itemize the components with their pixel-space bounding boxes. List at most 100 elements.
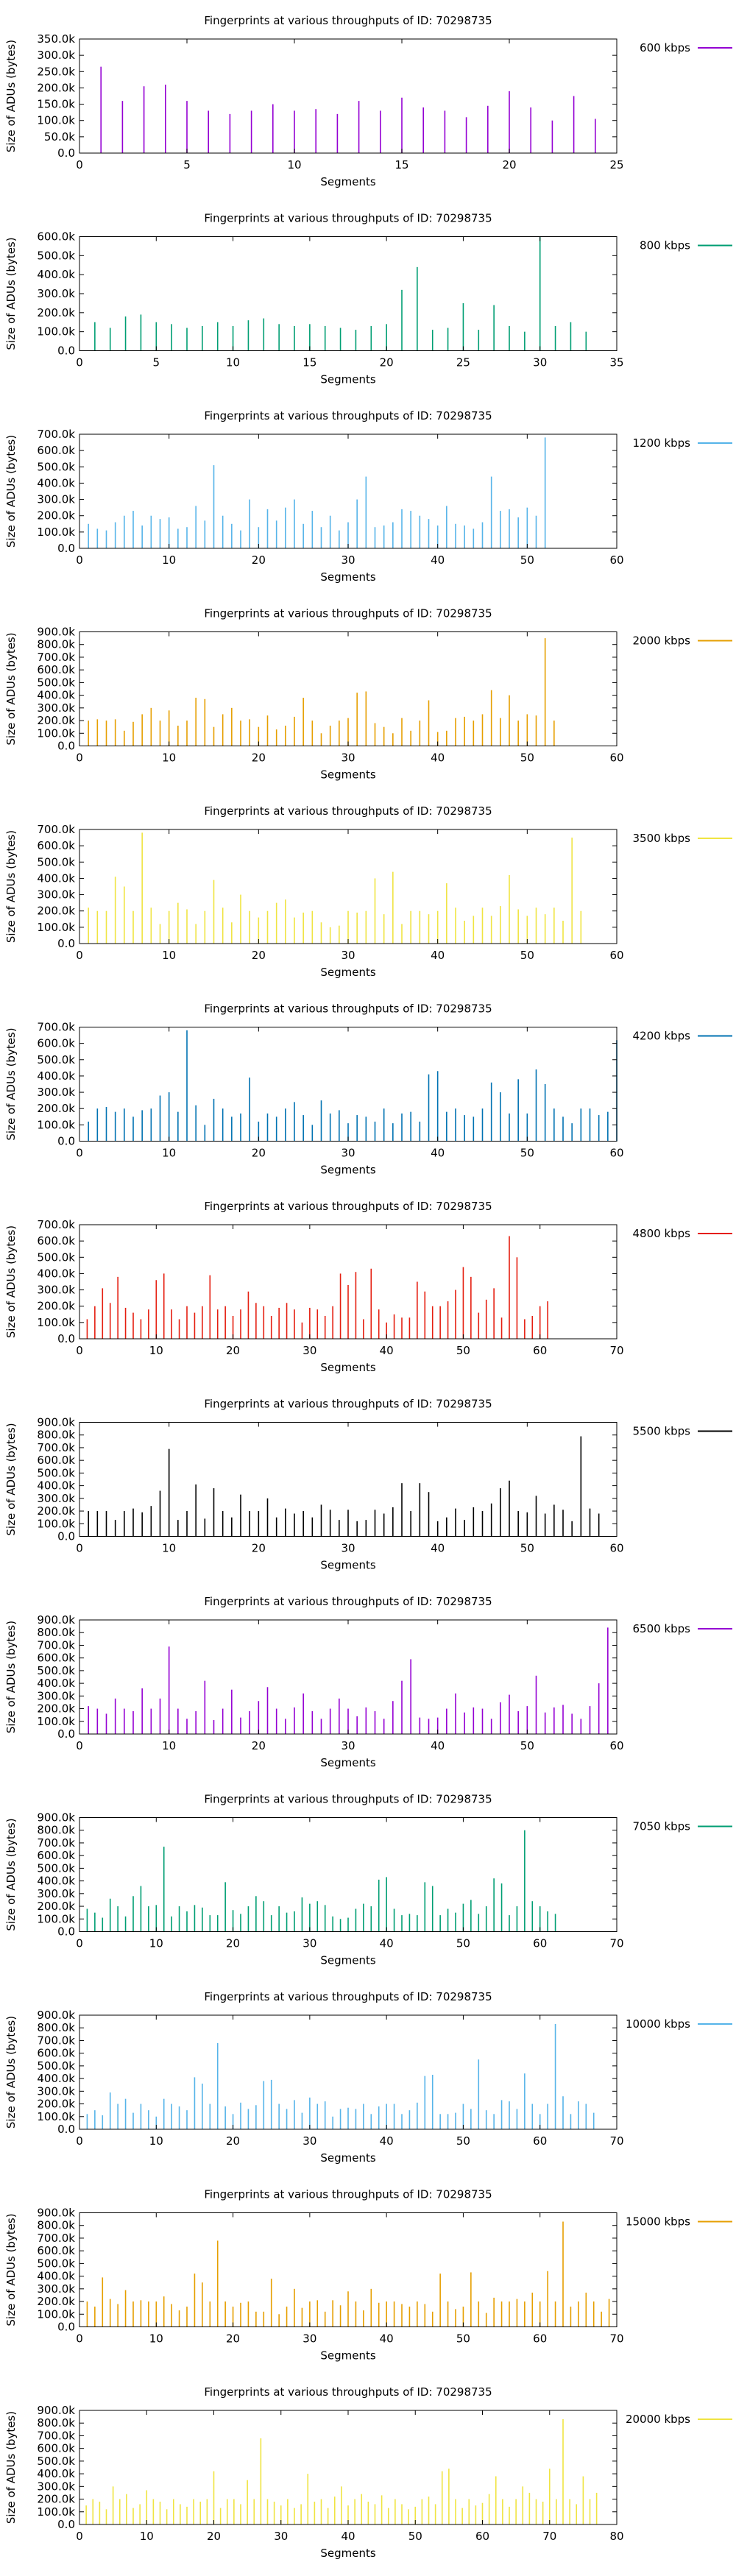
x-tick-label: 30 xyxy=(533,356,547,369)
y-axis-label: Size of ADUs (bytes) xyxy=(4,40,18,152)
x-tick-label: 20 xyxy=(226,1937,240,1950)
y-tick-label: 300.0k xyxy=(37,1887,75,1900)
legend-label: 2000 kbps xyxy=(633,634,691,648)
y-tick-label: 200.0k xyxy=(37,2295,75,2308)
x-tick-label: 30 xyxy=(302,1937,316,1950)
x-axis-label: Segments xyxy=(320,2547,376,2560)
legend-label: 7050 kbps xyxy=(633,1820,691,1833)
x-tick-label: 0 xyxy=(76,2134,83,2148)
y-tick-label: 400.0k xyxy=(37,2072,75,2085)
y-tick-label: 200.0k xyxy=(37,714,75,727)
legend-label: 800 kbps xyxy=(640,239,690,252)
x-axis-label: Segments xyxy=(320,2349,376,2363)
x-tick-label: 40 xyxy=(431,1147,445,1160)
x-tick-label: 10 xyxy=(162,553,176,567)
y-tick-label: 500.0k xyxy=(37,1250,75,1264)
x-tick-label: 10 xyxy=(162,1542,176,1555)
y-tick-label: 700.0k xyxy=(37,428,75,441)
y-axis-label: Size of ADUs (bytes) xyxy=(4,1621,18,1733)
chart-panel: Fingerprints at various throughputs of I… xyxy=(4,2188,732,2363)
chart-title: Fingerprints at various throughputs of I… xyxy=(204,804,492,818)
x-tick-label: 40 xyxy=(380,1937,394,1950)
y-axis-label: Size of ADUs (bytes) xyxy=(4,435,18,548)
y-axis-label: Size of ADUs (bytes) xyxy=(4,2213,18,2326)
y-tick-label: 600.0k xyxy=(37,1037,75,1050)
y-tick-label: 600.0k xyxy=(37,444,75,457)
y-axis-label: Size of ADUs (bytes) xyxy=(4,1225,18,1338)
chart-title: Fingerprints at various throughputs of I… xyxy=(204,1002,492,1016)
x-tick-label: 30 xyxy=(274,2530,288,2543)
legend-label: 4200 kbps xyxy=(633,1030,691,1043)
y-tick-label: 0.0 xyxy=(57,344,75,358)
legend-label: 5500 kbps xyxy=(633,1425,691,1438)
y-tick-label: 800.0k xyxy=(37,2021,75,2034)
y-tick-label: 600.0k xyxy=(37,1454,75,1467)
y-tick-label: 100.0k xyxy=(37,114,75,127)
x-tick-label: 40 xyxy=(431,1542,445,1555)
x-tick-label: 20 xyxy=(252,553,266,567)
x-tick-label: 10 xyxy=(287,158,301,171)
x-tick-label: 30 xyxy=(302,2134,316,2148)
x-tick-label: 15 xyxy=(394,158,408,171)
y-tick-label: 600.0k xyxy=(37,663,75,676)
plot-frame xyxy=(79,2212,618,2327)
x-tick-label: 60 xyxy=(533,1937,547,1950)
y-tick-label: 500.0k xyxy=(37,1466,75,1479)
y-tick-label: 300.0k xyxy=(37,2480,75,2493)
y-tick-label: 800.0k xyxy=(37,1626,75,1639)
y-tick-label: 300.0k xyxy=(37,287,75,300)
chart-panel: Fingerprints at various throughputs of I… xyxy=(4,1002,732,1177)
y-tick-label: 200.0k xyxy=(37,1504,75,1518)
y-axis-label: Size of ADUs (bytes) xyxy=(4,830,18,943)
chart-panel: Fingerprints at various throughputs of I… xyxy=(4,607,732,782)
x-tick-label: 10 xyxy=(140,2530,154,2543)
x-axis-label: Segments xyxy=(320,768,376,782)
y-tick-label: 100.0k xyxy=(37,1715,75,1728)
y-tick-label: 100.0k xyxy=(37,526,75,539)
y-tick-label: 400.0k xyxy=(37,1677,75,1690)
y-tick-label: 300.0k xyxy=(37,1492,75,1505)
y-tick-label: 600.0k xyxy=(37,2047,75,2060)
chart-panel: Fingerprints at various throughputs of I… xyxy=(4,1200,732,1374)
y-tick-label: 200.0k xyxy=(37,1900,75,1913)
x-axis-label: Segments xyxy=(320,966,376,979)
y-tick-label: 100.0k xyxy=(37,1316,75,1329)
x-tick-label: 30 xyxy=(302,2332,316,2346)
y-tick-label: 500.0k xyxy=(37,1861,75,1875)
x-tick-label: 60 xyxy=(533,2332,547,2346)
y-tick-label: 350.0k xyxy=(37,32,75,46)
chart-title: Fingerprints at various throughputs of I… xyxy=(204,1200,492,1213)
x-tick-label: 40 xyxy=(380,2134,394,2148)
x-axis-label: Segments xyxy=(320,1559,376,1572)
y-tick-label: 500.0k xyxy=(37,2059,75,2073)
x-axis-label: Segments xyxy=(320,1164,376,1177)
y-tick-label: 200.0k xyxy=(37,306,75,319)
x-tick-label: 60 xyxy=(609,1147,623,1160)
y-tick-label: 700.0k xyxy=(37,1218,75,1231)
x-tick-label: 10 xyxy=(162,1739,176,1752)
x-tick-label: 70 xyxy=(609,2134,623,2148)
y-tick-label: 400.0k xyxy=(37,1479,75,1493)
x-tick-label: 0 xyxy=(76,1739,83,1752)
y-tick-label: 100.0k xyxy=(37,726,75,740)
x-tick-label: 10 xyxy=(149,2134,163,2148)
legend-label: 10000 kbps xyxy=(626,2017,690,2031)
y-tick-label: 600.0k xyxy=(37,2244,75,2257)
y-tick-label: 900.0k xyxy=(37,2404,75,2417)
y-tick-label: 300.0k xyxy=(37,2282,75,2296)
y-axis-label: Size of ADUs (bytes) xyxy=(4,237,18,350)
x-tick-label: 50 xyxy=(520,1739,534,1752)
x-tick-label: 10 xyxy=(149,1344,163,1357)
x-tick-label: 35 xyxy=(609,356,623,369)
y-tick-label: 0.0 xyxy=(57,740,75,753)
chart-title: Fingerprints at various throughputs of I… xyxy=(204,212,492,225)
y-tick-label: 800.0k xyxy=(37,1824,75,1837)
y-tick-label: 700.0k xyxy=(37,1021,75,1034)
x-axis-label: Segments xyxy=(320,1954,376,1967)
y-tick-label: 0.0 xyxy=(57,542,75,555)
y-tick-label: 400.0k xyxy=(37,1875,75,1888)
x-tick-label: 0 xyxy=(76,158,83,171)
y-tick-label: 600.0k xyxy=(37,1234,75,1248)
y-tick-label: 500.0k xyxy=(37,460,75,473)
y-tick-label: 600.0k xyxy=(37,230,75,244)
